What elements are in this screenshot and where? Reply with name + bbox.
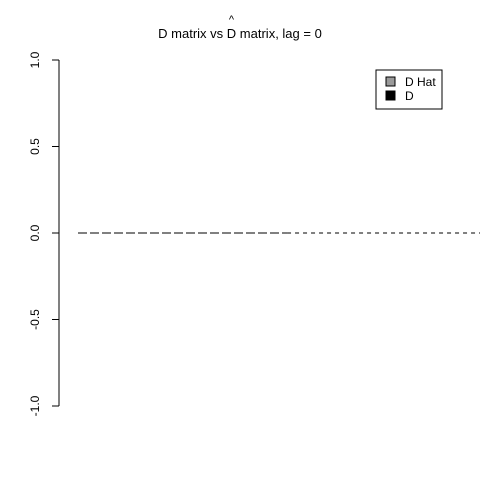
hat-symbol: D	[226, 26, 237, 41]
chart-title: D matrix vs ^ D matrix, lag = 0	[0, 15, 480, 42]
hat-mark: ^	[228, 14, 235, 26]
title-prefix: D matrix vs	[158, 26, 227, 41]
legend-swatch	[385, 90, 396, 101]
y-tick-label: 0.0	[28, 224, 42, 241]
y-tick-label: 0.5	[28, 138, 42, 155]
y-tick-label: -1.0	[28, 395, 42, 416]
legend-label: D Hat	[405, 75, 436, 89]
y-tick-label: -0.5	[28, 309, 42, 330]
y-tick-label: 1.0	[28, 51, 42, 68]
title-hat-d: ^ D	[226, 15, 237, 42]
legend-label: D	[405, 89, 414, 103]
legend-swatch	[385, 76, 396, 87]
title-suffix: matrix, lag = 0	[236, 26, 322, 41]
